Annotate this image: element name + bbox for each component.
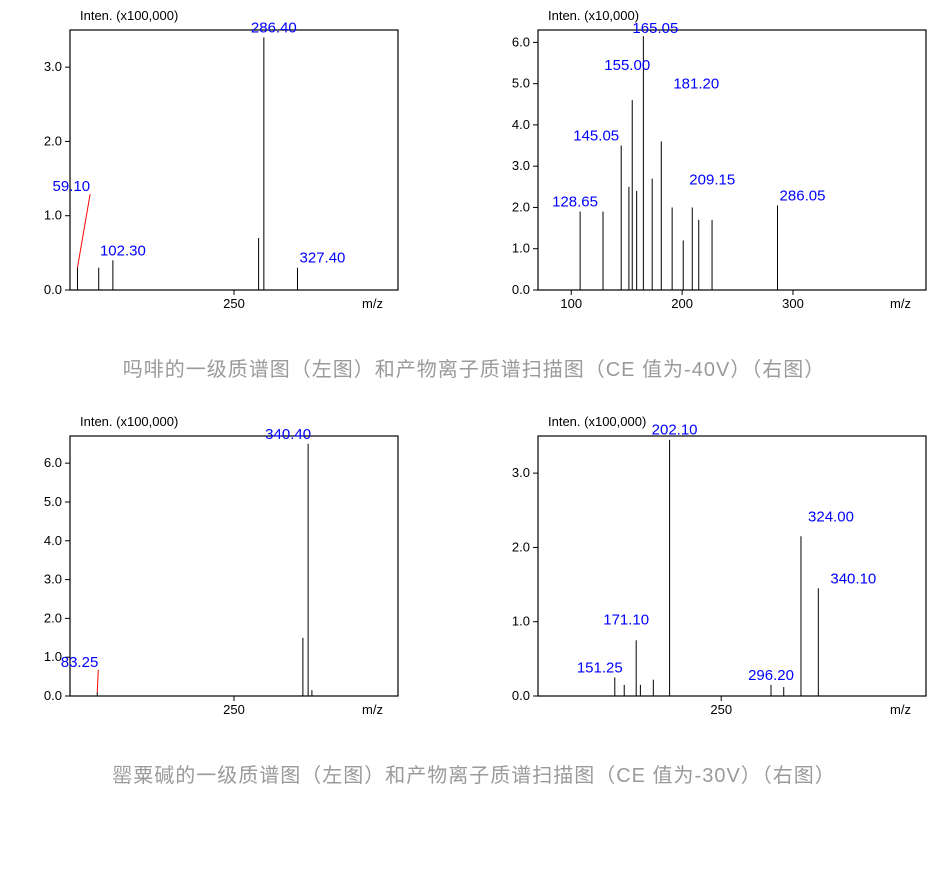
svg-text:165.05: 165.05 <box>632 20 678 37</box>
svg-text:286.05: 286.05 <box>780 187 826 204</box>
svg-text:3.0: 3.0 <box>512 465 530 480</box>
row-morphine: Inten. (x100,000) 0.0 1.0 2.0 3.0 250 m/z 286.4… <box>0 0 948 345</box>
svg-text:2.0: 2.0 <box>44 133 62 148</box>
svg-text:m/z: m/z <box>890 702 911 717</box>
svg-text:155.00: 155.00 <box>604 57 650 74</box>
svg-text:2.0: 2.0 <box>512 199 530 214</box>
svg-text:59.10: 59.10 <box>53 178 91 195</box>
svg-morphine-ms2: Inten. (x10,000) 0.0 1.0 2.0 3.0 4.0 5.0 6.0 100… <box>478 0 938 340</box>
svg-text:83.25: 83.25 <box>61 654 99 671</box>
svg-text:0.0: 0.0 <box>512 282 530 297</box>
svg-text:Inten. (x100,000): Inten. (x100,000) <box>80 8 178 23</box>
svg-text:0.0: 0.0 <box>44 688 62 703</box>
svg-text:340.40: 340.40 <box>265 426 311 443</box>
chart-morphine-ms1: Inten. (x100,000) 0.0 1.0 2.0 3.0 250 m/z 286.4… <box>10 0 410 345</box>
svg-text:Inten. (x100,000): Inten. (x100,000) <box>80 414 178 429</box>
svg-text:145.05: 145.05 <box>573 128 619 145</box>
svg-text:6.0: 6.0 <box>512 34 530 49</box>
svg-text:100: 100 <box>560 296 582 311</box>
svg-text:202.10: 202.10 <box>652 422 698 439</box>
svg-text:324.00: 324.00 <box>808 508 854 525</box>
svg-text:102.30: 102.30 <box>100 242 146 259</box>
svg-text:250: 250 <box>223 702 245 717</box>
svg-text:286.40: 286.40 <box>251 19 297 36</box>
svg-text:3.0: 3.0 <box>44 572 62 587</box>
svg-text:296.20: 296.20 <box>748 667 794 684</box>
svg-text:1.0: 1.0 <box>44 649 62 664</box>
svg-text:0.0: 0.0 <box>44 282 62 297</box>
svg-text:1.0: 1.0 <box>512 241 530 256</box>
svg-papaverine-ms1: Inten. (x100,000) 0.0 1.0 2.0 3.0 4.0 5.0 6.0 25… <box>10 406 410 746</box>
chart-papaverine-ms1: Inten. (x100,000) 0.0 1.0 2.0 3.0 4.0 5.0 6.0 25… <box>10 406 410 751</box>
chart-papaverine-ms2: Inten. (x100,000) 0.0 1.0 2.0 3.0 250 m/z 202.1… <box>478 406 938 751</box>
svg-text:209.15: 209.15 <box>689 171 735 188</box>
chart-morphine-ms2: Inten. (x10,000) 0.0 1.0 2.0 3.0 4.0 5.0 6.0 100… <box>478 0 938 345</box>
row-papaverine: Inten. (x100,000) 0.0 1.0 2.0 3.0 4.0 5.0 6.0 25… <box>0 406 948 751</box>
svg-text:250: 250 <box>223 296 245 311</box>
svg-text:181.20: 181.20 <box>673 75 719 92</box>
svg-text:151.25: 151.25 <box>577 659 623 676</box>
svg-text:5.0: 5.0 <box>44 494 62 509</box>
svg-text:327.40: 327.40 <box>300 250 346 267</box>
svg-text:4.0: 4.0 <box>512 117 530 132</box>
svg-text:200: 200 <box>671 296 693 311</box>
svg-text:171.10: 171.10 <box>603 611 649 628</box>
svg-text:1.0: 1.0 <box>44 208 62 223</box>
svg-text:2.0: 2.0 <box>44 610 62 625</box>
svg-text:5.0: 5.0 <box>512 76 530 91</box>
svg-text:3.0: 3.0 <box>512 158 530 173</box>
svg-text:m/z: m/z <box>890 296 911 311</box>
svg-text:m/z: m/z <box>362 296 383 311</box>
svg-text:4.0: 4.0 <box>44 533 62 548</box>
svg-text:250: 250 <box>710 702 732 717</box>
svg-text:340.10: 340.10 <box>830 570 876 587</box>
svg-papaverine-ms2: Inten. (x100,000) 0.0 1.0 2.0 3.0 250 m/z 202.1… <box>478 406 938 746</box>
svg-text:Inten. (x100,000): Inten. (x100,000) <box>548 414 646 429</box>
svg-text:3.0: 3.0 <box>44 59 62 74</box>
svg-text:1.0: 1.0 <box>512 614 530 629</box>
svg-text:6.0: 6.0 <box>44 455 62 470</box>
svg-text:2.0: 2.0 <box>512 539 530 554</box>
caption-morphine: 吗啡的一级质谱图（左图）和产物离子质谱扫描图（CE 值为-40V）（右图） <box>0 353 948 382</box>
svg-text:Inten. (x10,000): Inten. (x10,000) <box>548 8 639 23</box>
svg-text:0.0: 0.0 <box>512 688 530 703</box>
svg-text:m/z: m/z <box>362 702 383 717</box>
svg-text:128.65: 128.65 <box>552 194 598 211</box>
svg-text:300: 300 <box>782 296 804 311</box>
svg-morphine-ms1: Inten. (x100,000) 0.0 1.0 2.0 3.0 250 m/z 286.4… <box>10 0 410 340</box>
caption-papaverine: 罂粟碱的一级质谱图（左图）和产物离子质谱扫描图（CE 值为-30V）（右图） <box>0 759 948 788</box>
